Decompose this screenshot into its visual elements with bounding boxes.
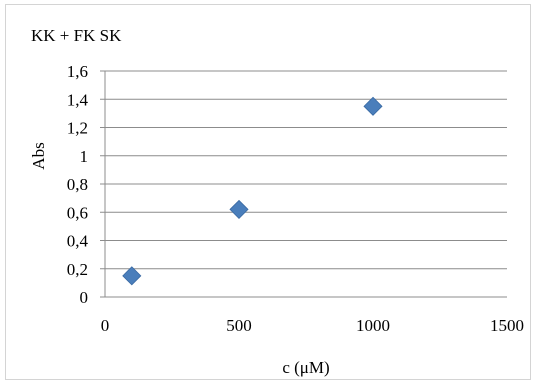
y-tick-labels: 0 0,2 0,4 0,6 0,8 1 1,2 1,4 1,6: [67, 62, 89, 307]
y-tick-label: 0,8: [67, 175, 88, 194]
y-tick-label: 1,6: [67, 62, 88, 81]
data-point: [229, 199, 249, 219]
y-tick-label: 1,2: [67, 119, 88, 138]
y-tick-label: 1,4: [67, 90, 89, 109]
x-axis-label: c (μM): [282, 358, 329, 377]
chart-frame: [5, 4, 531, 380]
y-tick-label: 0: [80, 288, 89, 307]
y-tick-label: 0,2: [67, 260, 88, 279]
x-tick-label: 0: [101, 316, 110, 335]
y-axis-label: Abs: [29, 142, 48, 169]
y-tick-label: 1: [80, 147, 89, 166]
gridlines: [105, 70, 507, 270]
x-tick-label: 500: [226, 316, 252, 335]
data-point: [363, 96, 383, 116]
y-tick-label: 0,4: [67, 232, 89, 251]
axes: [100, 70, 507, 298]
x-tick-labels: 0 500 1000 1500: [101, 316, 524, 335]
data-point: [122, 266, 142, 286]
chart-title: KK + FK SK: [31, 26, 122, 45]
y-tick-label: 0,6: [67, 203, 88, 222]
x-tick-label: 1000: [356, 316, 390, 335]
data-points: [122, 96, 383, 286]
x-tick-label: 1500: [490, 316, 524, 335]
